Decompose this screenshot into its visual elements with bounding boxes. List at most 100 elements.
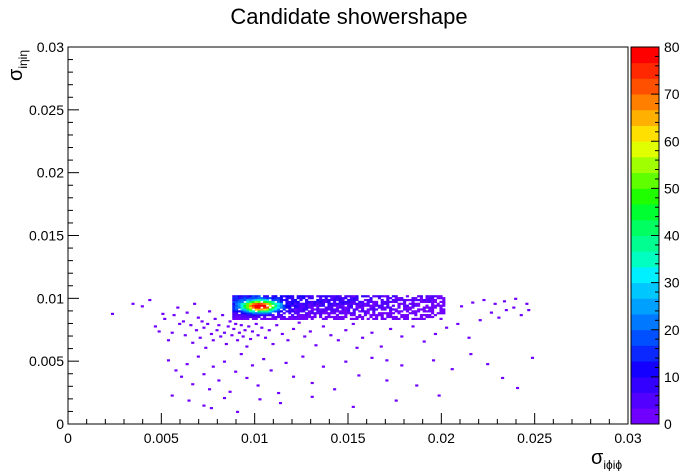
heatmap-cell (299, 315, 303, 319)
heatmap-cell (243, 312, 247, 315)
heatmap-cell (369, 297, 373, 300)
heatmap-cell (361, 304, 365, 307)
heatmap-cell (279, 304, 283, 307)
heatmap-cell (263, 315, 267, 319)
heatmap-cell (240, 306, 244, 309)
heatmap-cell (431, 306, 435, 309)
heatmap-cell (347, 300, 351, 304)
heatmap-cell (235, 315, 239, 319)
heatmap-cell (431, 308, 435, 311)
heatmap-cell (307, 315, 311, 319)
heatmap-cell (338, 306, 342, 309)
heatmap-cell (383, 300, 387, 304)
heatmap-cell (425, 310, 429, 313)
heatmap-cell (196, 355, 200, 358)
heatmap-cell (442, 310, 446, 313)
heatmap-cell (372, 310, 376, 313)
heatmap-cell (386, 298, 390, 302)
heatmap-cell (442, 302, 446, 305)
heatmap-cell (380, 302, 384, 305)
colorbar-segment (631, 408, 659, 425)
heatmap-cell (372, 306, 376, 309)
heatmap-cell (414, 317, 418, 320)
heatmap-cell (389, 327, 393, 331)
heatmap-cell (433, 304, 437, 307)
heatmap-cell (313, 304, 317, 307)
heatmap-cell (285, 298, 289, 302)
colorbar-segment (631, 172, 659, 189)
heatmap-cell (417, 302, 421, 305)
heatmap-cell (422, 317, 426, 320)
heatmap-cell (305, 315, 309, 319)
heatmap-cell (285, 304, 289, 307)
heatmap-cell (314, 344, 318, 347)
heatmap-cell (361, 336, 365, 339)
heatmap-cell (288, 317, 292, 320)
heatmap-cell (263, 298, 267, 302)
heatmap-cell (405, 295, 409, 298)
heatmap-cell (419, 317, 423, 320)
heatmap-cell (417, 308, 421, 311)
heatmap-cell (232, 310, 236, 313)
heatmap-cell (361, 300, 365, 304)
heatmap-cell (232, 312, 236, 315)
heatmap-cell (432, 359, 436, 362)
heatmap-cell (291, 298, 295, 302)
heatmap-cell (235, 308, 239, 311)
heatmap-cell (251, 310, 255, 313)
heatmap-cell (414, 302, 418, 305)
heatmap-cell (271, 310, 275, 313)
heatmap-cell (482, 298, 486, 302)
heatmap-cell (251, 295, 255, 298)
heatmap-cell (431, 312, 435, 315)
heatmap-cell (431, 304, 435, 307)
heatmap-cell (271, 297, 275, 300)
heatmap-cell (307, 310, 311, 313)
heatmap-cell (442, 297, 446, 300)
heatmap-cell (246, 298, 250, 302)
heatmap-cell (324, 297, 328, 300)
heatmap-cell (419, 300, 423, 304)
heatmap-cell (235, 295, 239, 298)
heatmap-cell (213, 317, 217, 320)
colorbar-segment (631, 345, 659, 362)
heatmap-cell (372, 314, 376, 317)
y-tick-label: 0.015 (29, 228, 64, 244)
heatmap-cell (277, 312, 281, 315)
heatmap-cell (363, 302, 367, 305)
heatmap-cell (251, 306, 255, 309)
heatmap-cell (397, 297, 401, 300)
heatmap-cell (344, 295, 348, 298)
heatmap-cell (330, 297, 334, 300)
heatmap-cell (310, 306, 314, 309)
heatmap-cell (254, 304, 258, 307)
heatmap-cell (305, 306, 309, 309)
heatmap-cell (403, 298, 407, 302)
heatmap-cell (263, 297, 267, 300)
heatmap-cell (274, 315, 278, 319)
heatmap-cell (232, 295, 236, 298)
heatmap-cell (232, 327, 236, 331)
heatmap-cell (232, 315, 236, 319)
heatmap-cell (243, 317, 247, 320)
heatmap-cell (246, 304, 250, 307)
heatmap-cell (237, 300, 241, 304)
heatmap-cell (400, 314, 404, 317)
colorbar-tick-label: 80 (664, 39, 680, 55)
heatmap-cell (383, 312, 387, 315)
heatmap-cell (352, 297, 356, 300)
heatmap-cell (394, 298, 398, 302)
heatmap-cell (335, 297, 339, 300)
heatmap-cell (271, 315, 275, 319)
heatmap-cell (251, 315, 255, 319)
heatmap-cell (297, 321, 301, 324)
heatmap-cell (257, 304, 261, 307)
heatmap-cell (319, 302, 323, 305)
heatmap-cell (292, 375, 296, 378)
heatmap-cell (260, 317, 264, 320)
heatmap-cell (377, 314, 381, 317)
heatmap-cell (293, 298, 297, 302)
heatmap-cell (386, 315, 390, 319)
heatmap-cell (428, 298, 432, 302)
heatmap-cell (263, 314, 267, 317)
